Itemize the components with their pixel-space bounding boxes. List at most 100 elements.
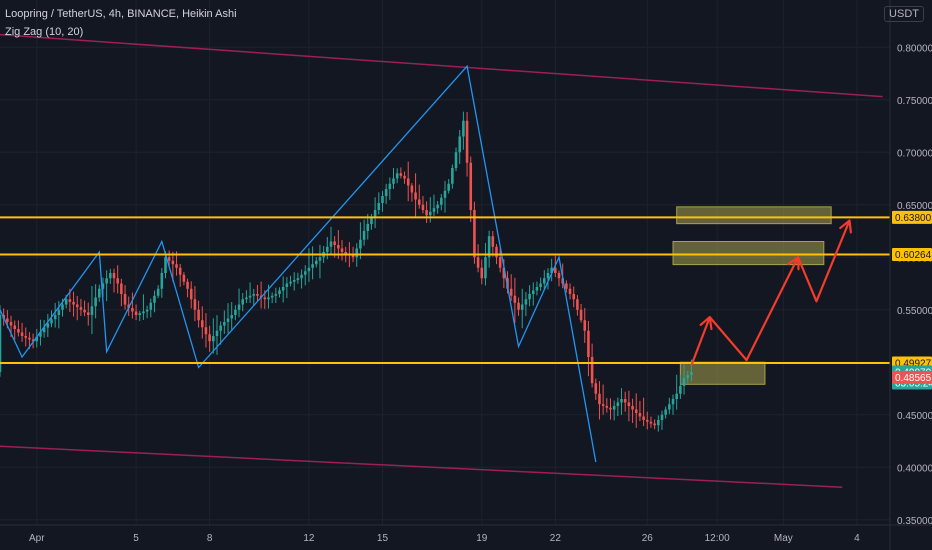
price-tick-label: 0.40000 [897, 463, 932, 474]
candle-body [679, 386, 682, 394]
candle-body [572, 294, 575, 299]
candle-body [620, 399, 623, 403]
price-tick-label: 0.45000 [897, 411, 932, 422]
candle-body [355, 249, 358, 258]
candle-body [580, 310, 583, 321]
price-tick-label: 0.70000 [897, 148, 932, 159]
candle-body [396, 173, 399, 178]
candle-body [337, 245, 340, 249]
candle-body [315, 261, 318, 265]
candle-body [444, 191, 447, 198]
price-tick-label: 0.65000 [897, 201, 932, 212]
candle-body [252, 294, 255, 296]
price-tick-label: 0.55000 [897, 306, 932, 317]
candle-body [58, 310, 61, 315]
candle-body [385, 189, 388, 196]
candle-body [436, 205, 439, 209]
candle-body [183, 275, 186, 282]
candle-body [521, 305, 524, 310]
time-tick-label: 5 [133, 533, 139, 544]
candle-body [598, 394, 601, 405]
candle-body [61, 305, 64, 310]
time-tick-label: 8 [207, 533, 213, 544]
time-tick-label: 12 [303, 533, 315, 544]
candle-body [256, 294, 259, 296]
candle-body [179, 268, 182, 275]
candle-body [293, 280, 296, 282]
candle-body [308, 268, 311, 272]
candle-body [91, 306, 94, 315]
candle-body [330, 242, 333, 247]
candle-body [664, 410, 667, 415]
candle-body [168, 257, 171, 261]
candle-body [539, 284, 542, 288]
candle-body [378, 203, 381, 210]
candle-body [172, 261, 175, 265]
candle-body [157, 289, 160, 296]
candle-body [613, 406, 616, 410]
candle-body [190, 289, 193, 300]
candle-body [333, 242, 336, 246]
candle-body [50, 319, 53, 323]
candle-body [683, 378, 686, 386]
candle-body [536, 287, 539, 291]
candle-body [499, 257, 502, 268]
candle-body [109, 273, 112, 278]
candle-body [205, 327, 208, 334]
candle-body [124, 294, 127, 305]
candle-body [359, 240, 362, 249]
candle-body [175, 264, 178, 268]
candle-body [594, 383, 597, 394]
candle-body [480, 268, 483, 279]
candle-body [138, 313, 141, 315]
candle-body [602, 404, 605, 406]
candle-body [381, 196, 384, 203]
price-tick-label: 0.80000 [897, 43, 932, 54]
candle-body [543, 278, 546, 283]
target-zone-2 [677, 207, 831, 224]
candle-body [161, 273, 164, 289]
candle-body [194, 299, 197, 310]
candle-body [69, 299, 72, 302]
candle-body [87, 312, 90, 315]
candle-body [631, 406, 634, 410]
candle-body [418, 200, 421, 205]
candle-body [484, 257, 487, 278]
candle-body [462, 121, 465, 137]
currency-button[interactable]: USDT [884, 6, 924, 22]
candle-body [661, 415, 664, 420]
candle-body [672, 399, 675, 404]
candle-body [440, 198, 443, 205]
candle-body [532, 291, 535, 295]
candle-body [628, 403, 631, 407]
current-price-label-1: 0.48565 [895, 373, 932, 384]
candle-body [675, 394, 678, 399]
candle-body [686, 375, 689, 378]
candle-body [83, 310, 86, 313]
candle-body [495, 247, 498, 258]
candle-body [639, 413, 642, 417]
time-tick-label: 22 [550, 533, 562, 544]
price-axis[interactable]: 0.350000.400000.450000.500000.550000.600… [890, 0, 932, 550]
candle-body [289, 282, 292, 284]
time-tick-label: 12:00 [705, 533, 730, 544]
candle-body [212, 336, 215, 341]
candle-body [569, 289, 572, 294]
candle-body [153, 296, 156, 303]
candle-body [245, 298, 248, 300]
candle-body [352, 256, 355, 258]
candle-body [458, 137, 461, 153]
candle-body [422, 205, 425, 210]
candle-body [304, 271, 307, 275]
candle-body [392, 179, 395, 184]
candle-body [21, 333, 24, 337]
candle-body [558, 273, 561, 278]
candle-body [230, 315, 233, 319]
indicator-title[interactable]: Zig Zag (10, 20) [5, 26, 83, 38]
candle-body [197, 310, 200, 321]
candle-body [234, 310, 237, 315]
candle-body [65, 299, 68, 304]
candle-body [113, 273, 116, 278]
candle-body [98, 289, 101, 298]
